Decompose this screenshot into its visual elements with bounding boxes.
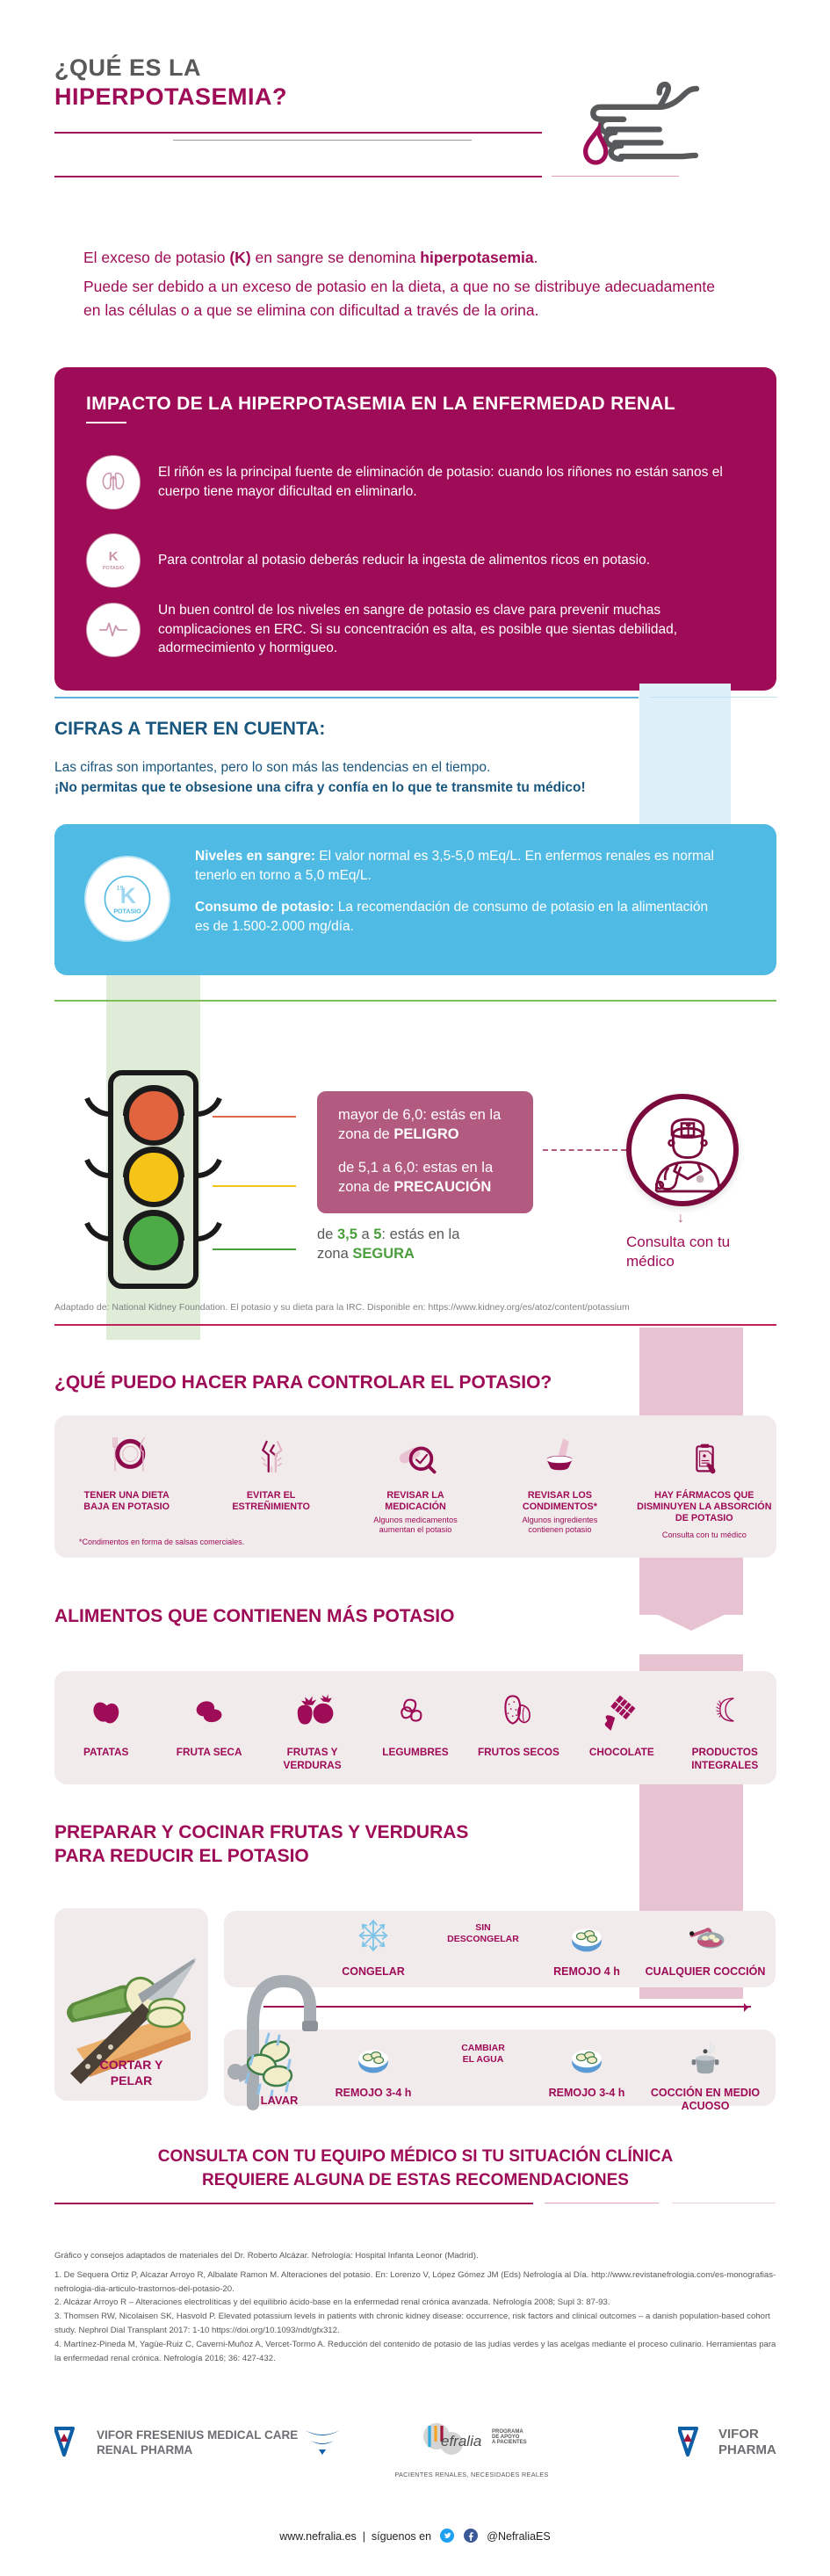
svg-text:A PACIENTES: A PACIENTES — [492, 2440, 527, 2445]
svg-text:K: K — [120, 885, 136, 908]
svg-text:efralia: efralia — [441, 2433, 481, 2449]
svg-text:POTASIO: POTASIO — [103, 566, 125, 571]
svg-text:K: K — [109, 549, 119, 564]
svg-text:POTASIO: POTASIO — [113, 908, 141, 915]
